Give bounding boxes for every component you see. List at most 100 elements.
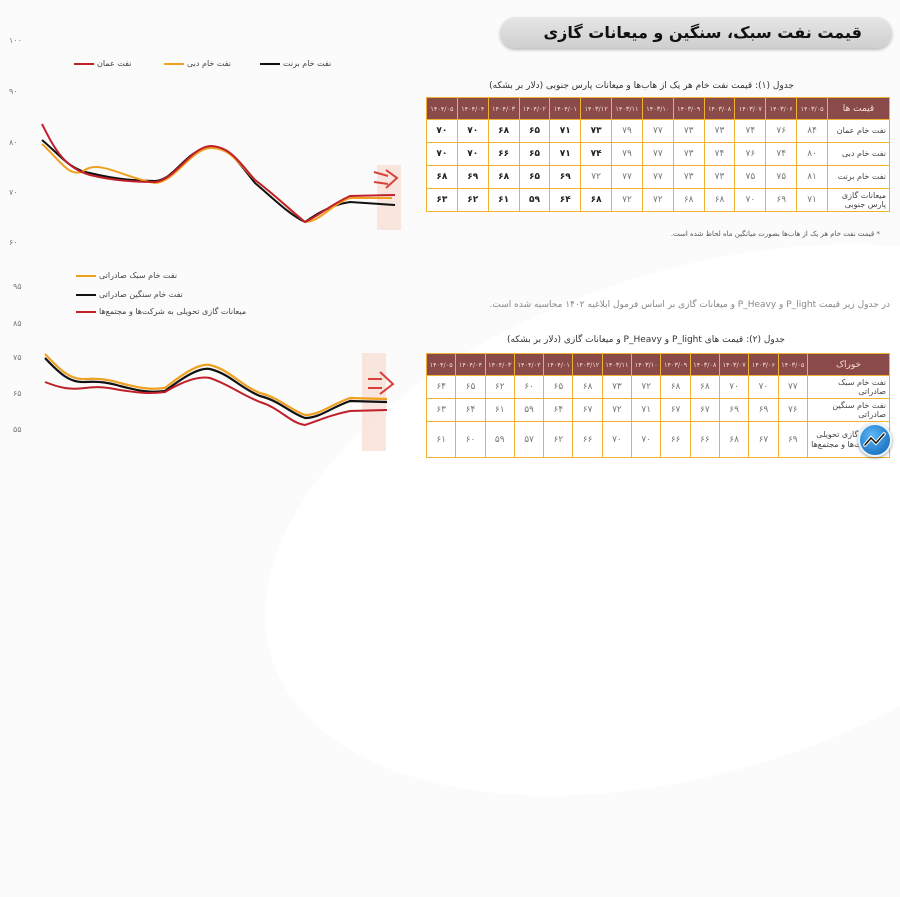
- legend-swatch: [74, 62, 94, 65]
- column-header: ۱۴۰۴/۰۱: [549, 97, 582, 120]
- cell: ۶۹: [718, 398, 750, 422]
- column-header: ۱۴۰۳/۰۹: [660, 353, 691, 376]
- cell: ۷۷: [641, 119, 674, 143]
- column-header: ۱۴۰۴/۰۲: [518, 97, 551, 120]
- cell: ۷۲: [641, 188, 674, 212]
- table-row: ۷۰ ۷۰ ۶۶ ۶۵ ۷۱ ۷۴ ۷۹ ۷۷ ۷۳ ۷۴ ۷۶ ۷۴ ۸۰ ن…: [426, 142, 890, 166]
- cell: ۶۲: [543, 421, 574, 458]
- column-header: ۱۴۰۴/۰۴: [455, 353, 486, 376]
- cell: ۷۵: [734, 165, 767, 189]
- cell: ۷۳: [672, 119, 705, 143]
- cell: ۶۸: [672, 188, 705, 212]
- cell: ۷۴: [765, 142, 798, 166]
- cell: ۷۷: [641, 165, 674, 189]
- row-header: قیمت ها: [827, 97, 890, 120]
- cell: ۶۵: [518, 142, 551, 166]
- column-header: ۱۴۰۴/۰۴: [456, 97, 489, 120]
- light-line: [44, 353, 388, 417]
- cell: ۶۵: [518, 165, 551, 189]
- cell: ۸۴: [796, 119, 828, 143]
- legend-oman: نفت عمان: [74, 59, 131, 68]
- cell: ۶۰: [513, 375, 545, 399]
- cell: ۶۲: [456, 188, 489, 212]
- column-header: ۱۴۰۴/۰۱: [543, 353, 574, 376]
- column-header: ۱۴۰۳/۰۶: [748, 353, 779, 376]
- legend-label: نفت خام سنگین صادراتی: [99, 290, 183, 299]
- cell: ۷۳: [672, 142, 705, 166]
- ytick: ۷۰: [9, 188, 18, 197]
- cell: ۶۸: [580, 188, 613, 212]
- cell: ۶۴: [455, 398, 486, 422]
- cell: ۶۹: [456, 165, 489, 189]
- table2-caption: جدول (۲): قیمت های P_light و P_Heavy و م…: [506, 335, 785, 345]
- table-row: ۶۴ ۶۵ ۶۲ ۶۰ ۶۵ ۶۸ ۷۳ ۷۲ ۶۸ ۶۸ ۷۰ ۷۰ ۷۷ ن…: [425, 375, 890, 399]
- cell: ۶۸: [660, 375, 691, 399]
- dubai-line: [41, 143, 392, 224]
- cell: ۷۰: [456, 119, 489, 143]
- legend-label: نفت خام برنت: [283, 59, 332, 68]
- arrow-right-icon: [373, 169, 399, 189]
- arrow-right-icon: [368, 371, 395, 395]
- row-label: نفت خام برنت: [827, 165, 890, 189]
- cell: ۶۱: [425, 421, 457, 458]
- column-header: ۱۴۰۳/۰۵: [777, 353, 809, 376]
- table-row: ۶۳ ۶۲ ۶۱ ۵۹ ۶۴ ۶۸ ۷۲ ۷۲ ۶۸ ۶۸ ۷۰ ۶۹ ۷۱ م…: [426, 188, 890, 212]
- cell: ۶۸: [689, 375, 720, 399]
- legend-label: نفت عمان: [97, 59, 132, 68]
- ytick: ۶۰: [9, 238, 18, 247]
- cell: ۷۰: [601, 421, 633, 458]
- cell: ۶۸: [426, 165, 458, 189]
- row-label: نفت خام سنگین صادراتی: [807, 398, 890, 422]
- cell: ۷۷: [641, 142, 674, 166]
- cell: ۵۷: [513, 421, 545, 458]
- column-header: ۱۴۰۳/۰۷: [718, 353, 750, 376]
- table-row: ۶۱ ۶۰ ۵۹ ۵۷ ۶۲ ۶۶ ۷۰ ۷۰ ۶۶ ۶۶ ۶۸ ۶۷ ۶۹ م…: [425, 421, 890, 458]
- cell: ۶۵: [518, 119, 551, 143]
- legend-light: نفت خام سبک صادراتی: [76, 271, 177, 280]
- row-label: میعانات گازی پارس جنوبی: [827, 188, 890, 212]
- cell: ۷۰: [748, 375, 779, 399]
- cell: ۶۷: [748, 421, 779, 458]
- cell: ۷۶: [765, 119, 798, 143]
- cell: ۶۳: [426, 188, 458, 212]
- cell: ۷۱: [631, 398, 662, 422]
- legend-swatch: [164, 62, 184, 65]
- column-header: ۱۴۰۴/۰۵: [426, 97, 458, 120]
- ytick: ۹۵: [13, 282, 22, 291]
- cell: ۶۹: [549, 165, 582, 189]
- legend-label: میعانات گازی تحویلی به شرکت‌ها و مجتمع‌ه…: [99, 307, 247, 316]
- brent-line: [41, 139, 396, 224]
- ytick: ۷۵: [13, 353, 22, 362]
- table1-footnote: * قیمت نفت خام هر یک از هاب‌ها بصورت میا…: [670, 230, 880, 238]
- trend-logo-icon: [858, 423, 892, 457]
- cell: ۶۷: [660, 398, 691, 422]
- row-label: نفت خام دبی: [827, 142, 890, 166]
- cell: ۷۱: [796, 188, 828, 212]
- oman-line: [41, 123, 396, 224]
- cell: ۶۶: [660, 421, 691, 458]
- cell: ۶۵: [455, 375, 486, 399]
- row-header: خوراک: [807, 353, 890, 376]
- column-header: ۱۴۰۳/۰۷: [734, 97, 767, 120]
- table-header-row: ۱۴۰۴/۰۵ ۱۴۰۴/۰۴ ۱۴۰۴/۰۳ ۱۴۰۴/۰۲ ۱۴۰۴/۰۱ …: [425, 353, 890, 376]
- cell: ۷۰: [631, 421, 662, 458]
- cell: ۶۷: [689, 398, 720, 422]
- cell: ۷۲: [631, 375, 662, 399]
- cell: ۷۳: [672, 165, 705, 189]
- ytick: ۱۰۰: [9, 36, 22, 45]
- cell: ۶۴: [549, 188, 582, 212]
- column-header: ۱۴۰۳/۱۱: [601, 353, 633, 376]
- cell: ۵۹: [484, 421, 515, 458]
- cell: ۷۱: [549, 142, 582, 166]
- cell: ۶۶: [689, 421, 720, 458]
- table2: ۱۴۰۴/۰۵ ۱۴۰۴/۰۴ ۱۴۰۴/۰۳ ۱۴۰۴/۰۲ ۱۴۰۴/۰۱ …: [425, 353, 890, 458]
- cell: ۷۴: [703, 142, 736, 166]
- ytick: ۸۵: [13, 319, 22, 328]
- cell: ۶۶: [487, 142, 520, 166]
- legend-swatch: [76, 310, 96, 313]
- cell: ۷۲: [601, 398, 633, 422]
- cell: ۷۵: [765, 165, 798, 189]
- cell: ۷۲: [580, 165, 613, 189]
- ytick: ۵۵: [13, 425, 22, 434]
- table1-caption: جدول (۱): قیمت نفت خام هر یک از هاب‌ها و…: [489, 81, 794, 91]
